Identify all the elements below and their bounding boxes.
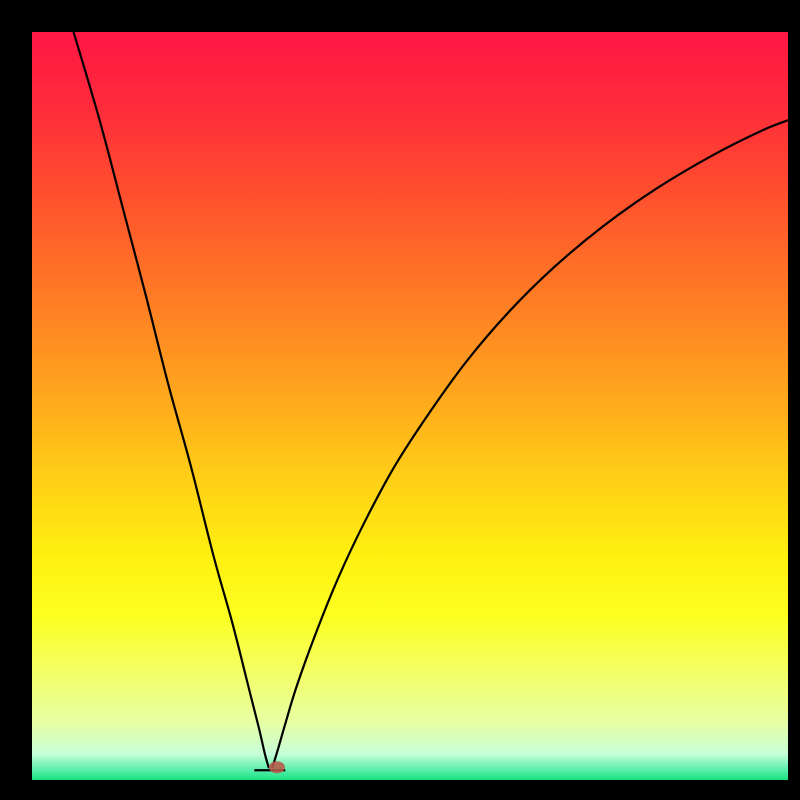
- bottleneck-chart: [0, 0, 800, 800]
- chart-frame: TheBottlenecker.com: [0, 0, 800, 800]
- optimum-marker: [269, 761, 285, 773]
